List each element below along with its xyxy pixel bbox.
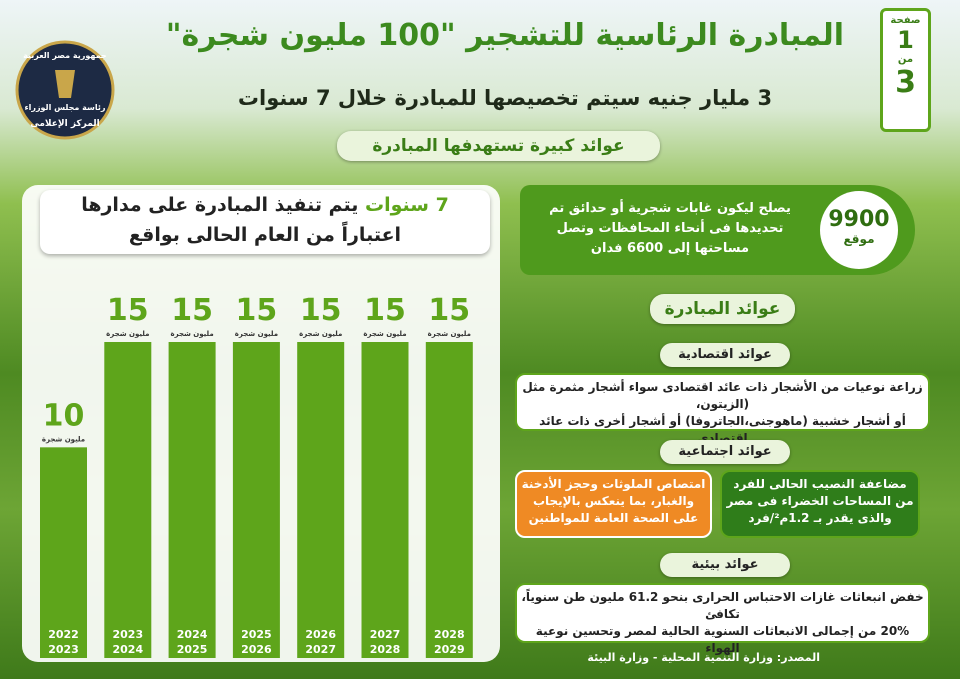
page-total: 3	[895, 65, 916, 100]
bar	[297, 342, 345, 658]
x-tick-label: 2024	[112, 643, 143, 656]
sites-text-line: يصلح ليكون غابات شجرية أو حدائق تم	[549, 201, 791, 216]
x-tick-label: 2028	[434, 628, 465, 641]
sites-unit: موقع	[843, 232, 875, 246]
x-tick-label: 2027	[305, 643, 336, 656]
chart-title: 7 سنوات يتم تنفيذ المبادرة على مدارها اع…	[40, 190, 490, 254]
bar	[425, 342, 473, 658]
value-label: 15	[364, 293, 406, 328]
x-tick-label: 2027	[370, 628, 401, 641]
x-tick-label: 2029	[434, 643, 465, 656]
environmental-text: 20% من إجمالى الانبعاثات السنوية الحالية…	[535, 624, 910, 655]
logo-middle: رئاسة مجلس الوزراء	[25, 103, 106, 113]
value-label: 15	[236, 293, 278, 328]
x-tick-label: 2028	[370, 643, 401, 656]
value-label: 15	[107, 293, 149, 328]
value-unit: مليون شجرة	[42, 435, 85, 443]
value-unit: مليون شجرة	[235, 330, 278, 338]
chart-title-line: يتم تنفيذ المبادرة على مدارها	[81, 194, 359, 216]
sites-text-line: تحديدها فى أنحاء المحافظات وتصل	[556, 221, 784, 236]
x-tick-label: 2023	[48, 643, 79, 656]
social-title: عوائد اجتماعية	[660, 440, 790, 464]
value-unit: مليون شجرة	[106, 330, 149, 338]
bar	[232, 342, 280, 658]
page-current: 1	[897, 26, 914, 54]
logo-top: جمهورية مصر العربية	[23, 51, 107, 60]
subtitle: 3 مليار جنيه سيتم تخصيصها للمبادرة خلال …	[237, 86, 773, 110]
environmental-box: خفض انبعاثات غازات الاحتباس الحرارى بنحو…	[515, 583, 930, 655]
value-unit: مليون شجرة	[299, 330, 342, 338]
environmental-text: خفض انبعاثات غازات الاحتباس الحرارى بنحو…	[521, 590, 924, 621]
chart-title-highlight: 7 سنوات	[365, 194, 449, 216]
x-tick-label: 2025	[177, 643, 208, 656]
bar	[104, 342, 152, 658]
social-text: والغبار، بما ينعكس بالإيجاب	[532, 494, 695, 508]
social-text: من المساحات الخضراء فى مصر	[726, 494, 914, 508]
page-indicator: صفحة 1 من 3	[880, 8, 931, 132]
sites-text-line: مساحتها إلى 6600 فدان	[590, 241, 750, 256]
chart-title-line: اعتباراً من العام الحالى بواقع	[128, 224, 402, 246]
social-text: امتصاص الملوثات وحجز الأدخنة	[521, 477, 706, 491]
page-label: صفحة	[890, 15, 921, 26]
x-tick-label: 2026	[305, 628, 336, 641]
value-label: 10	[43, 398, 85, 433]
value-label: 15	[428, 293, 470, 328]
value-unit: مليون شجرة	[363, 330, 406, 338]
bar	[361, 342, 409, 658]
bar	[168, 342, 216, 658]
sites-badge: 9900 موقع	[820, 191, 898, 269]
page-of: من	[897, 54, 914, 65]
logo-bottom: المركز الإعلامى	[30, 119, 100, 129]
x-tick-label: 2022	[48, 628, 79, 641]
x-tick-label: 2026	[241, 643, 272, 656]
x-tick-label: 2023	[112, 628, 143, 641]
economic-text: زراعة نوعيات من الأشجار ذات عائد اقتصادى…	[522, 380, 923, 411]
logo-eagle	[55, 70, 75, 98]
tagline: عوائد كبيرة تستهدفها المبادرة	[337, 131, 660, 161]
social-text: مضاعفة النصيب الحالى للفرد	[733, 477, 907, 491]
sites-banner: يصلح ليكون غابات شجرية أو حدائق تم تحديد…	[520, 185, 915, 275]
x-tick-label: 2024	[177, 628, 208, 641]
value-label: 15	[171, 293, 213, 328]
bar	[40, 447, 87, 658]
economic-box: زراعة نوعيات من الأشجار ذات عائد اقتصادى…	[515, 373, 930, 445]
social-text: والذى يقدر بـ 1.2م²/فرد	[748, 511, 892, 525]
x-tick-label: 2025	[241, 628, 272, 641]
source: المصدر: وزارة التنمية المحلية - وزارة ال…	[587, 651, 820, 664]
value-unit: مليون شجرة	[428, 330, 471, 338]
social-box: امتصاص الملوثات وحجز الأدخنة والغبار، بم…	[515, 470, 712, 538]
sites-text: يصلح ليكون غابات شجرية أو حدائق تم تحديد…	[520, 199, 820, 259]
economic-title: عوائد اقتصادية	[660, 343, 790, 367]
title: المبادرة الرئاسية للتشجير "100 مليون شجر…	[165, 18, 845, 53]
social-box: مضاعفة النصيب الحالى للفرد من المساحات ا…	[720, 470, 920, 538]
sites-value: 9900	[828, 207, 890, 232]
value-unit: مليون شجرة	[170, 330, 213, 338]
social-text: على الصحة العامة للمواطنين	[528, 511, 699, 525]
environmental-title: عوائد بيئية	[660, 553, 790, 577]
value-label: 15	[300, 293, 342, 328]
benefits-title: عوائد المبادرة	[650, 294, 795, 324]
